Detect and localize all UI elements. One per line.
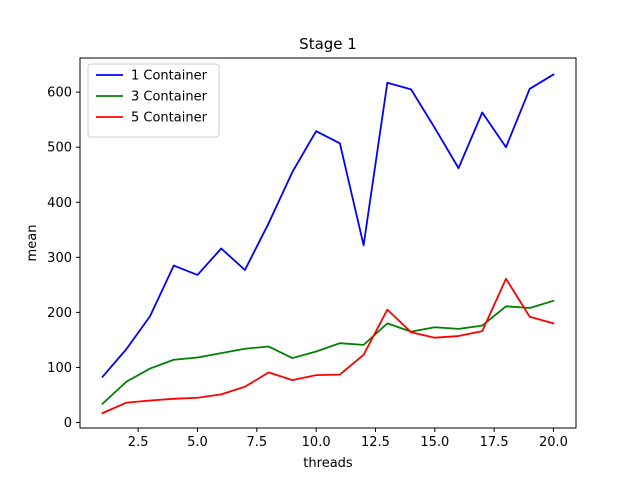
y-tick-label: 600 [47,86,72,101]
y-tick-label: 200 [47,306,72,321]
x-tick: 20.0 [539,428,568,450]
legend-box [87,63,220,138]
series-line-3 [101,277,555,415]
legend-item: 1 Container [96,69,208,84]
x-tick-label: 2.5 [128,435,149,450]
plot-frame [79,57,577,429]
x-tick: 12.5 [361,428,390,450]
legend-item: 5 Container [96,111,208,126]
series-layer [101,73,555,415]
x-axis-label: threads [303,456,353,471]
legend: 1 Container 3 Container 5 Container [87,63,220,138]
x-tick-label: 5.0 [187,435,208,450]
x-axis-ticks: 2.5 5.0 7.5 10.0 12.5 15.0 17.5 20.0 [128,428,568,450]
y-axis-ticks: 0 100 200 300 400 500 600 [47,86,80,431]
chart-title: Stage 1 [299,35,357,53]
x-tick: 5.0 [187,428,208,450]
x-tick-label: 15.0 [420,435,449,450]
legend-label: 1 Container [131,69,208,84]
y-tick-label: 0 [64,416,72,431]
y-tick-label: 500 [47,141,72,156]
y-tick: 600 [47,86,80,101]
x-tick-label: 7.5 [246,435,267,450]
x-tick: 17.5 [480,428,509,450]
y-tick: 0 [64,416,80,431]
y-tick: 300 [47,251,80,266]
legend-item: 3 Container [96,90,208,105]
x-tick-label: 12.5 [361,435,390,450]
x-tick: 2.5 [128,428,149,450]
legend-label: 5 Container [131,111,208,126]
x-tick-label: 10.0 [302,435,331,450]
x-tick: 15.0 [420,428,449,450]
x-tick-label: 20.0 [539,435,568,450]
legend-label: 3 Container [131,90,208,105]
y-tick: 500 [47,141,80,156]
x-tick-label: 17.5 [480,435,509,450]
y-tick-label: 100 [47,361,72,376]
series-line-2 [101,299,555,406]
y-tick-label: 400 [47,196,72,211]
y-tick-label: 300 [47,251,72,266]
y-tick: 400 [47,196,80,211]
y-axis-label: mean [25,225,40,262]
x-tick: 7.5 [246,428,267,450]
y-tick: 200 [47,306,80,321]
x-tick: 10.0 [302,428,331,450]
series-line-1 [101,73,555,379]
y-tick: 100 [47,361,80,376]
